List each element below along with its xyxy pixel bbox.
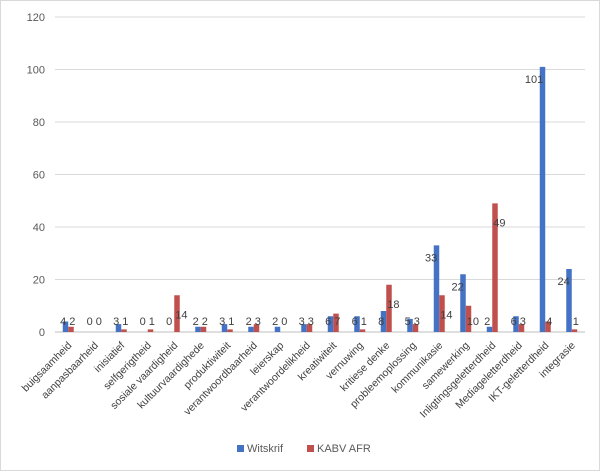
data-label: 2 bbox=[69, 316, 75, 328]
data-label: 3 bbox=[219, 316, 225, 328]
gridlines bbox=[55, 16, 585, 333]
bar-witskrif bbox=[274, 326, 281, 332]
bar-witskrif bbox=[513, 316, 519, 332]
data-label: 6 bbox=[352, 316, 358, 328]
bar-witskrif bbox=[221, 324, 228, 332]
data-label: 2 bbox=[193, 316, 199, 328]
data-label: 14 bbox=[175, 309, 187, 321]
data-label: 1 bbox=[573, 316, 579, 328]
data-label: 0 bbox=[166, 316, 172, 328]
bar-kabv-afr bbox=[359, 329, 366, 332]
bar-kabv-afr bbox=[518, 324, 525, 332]
bar-witskrif bbox=[380, 311, 387, 332]
legend-label: KABV AFR bbox=[317, 443, 371, 455]
x-axis: buigsaamheidaanpasbaarheidinisiatiefself… bbox=[20, 340, 578, 421]
data-label: 8 bbox=[378, 316, 384, 328]
data-label: 2 bbox=[484, 316, 490, 328]
bar-kabv-afr bbox=[465, 305, 472, 332]
legend-swatch bbox=[307, 445, 314, 452]
bar-kabv-afr bbox=[571, 329, 578, 332]
bar-witskrif bbox=[566, 269, 572, 332]
legend-swatch bbox=[237, 445, 244, 452]
data-label: 0 bbox=[96, 316, 102, 328]
data-label: 3 bbox=[414, 316, 420, 328]
data-label: 4 bbox=[546, 316, 552, 328]
data-label: 1 bbox=[361, 316, 367, 328]
bar-witskrif bbox=[115, 324, 122, 332]
bar-witskrif bbox=[301, 324, 307, 332]
bar-kabv-afr bbox=[306, 324, 313, 332]
data-label: 7 bbox=[334, 316, 340, 328]
bar-witskrif bbox=[539, 66, 546, 332]
bar-witskrif bbox=[248, 326, 254, 332]
bar-kabv-afr bbox=[147, 329, 154, 332]
y-tick-label: 0 bbox=[39, 327, 45, 339]
bar-kabv-afr bbox=[174, 295, 180, 332]
bar-kabv-afr bbox=[253, 324, 260, 332]
bar-witskrif bbox=[195, 326, 201, 332]
y-tick-label: 20 bbox=[33, 275, 45, 287]
data-label: 3 bbox=[520, 316, 526, 328]
data-label: 3 bbox=[113, 316, 119, 328]
legend-label: Witskrif bbox=[247, 443, 284, 455]
bar-kabv-afr bbox=[200, 326, 207, 332]
bar-kabv-afr bbox=[386, 284, 392, 332]
y-tick-label: 120 bbox=[27, 12, 45, 24]
bar-witskrif bbox=[327, 316, 334, 332]
data-label: 24 bbox=[558, 276, 570, 288]
data-label: 3 bbox=[308, 316, 314, 328]
bar-witskrif bbox=[486, 326, 493, 332]
data-label: 6 bbox=[325, 316, 331, 328]
data-label: 1 bbox=[228, 316, 234, 328]
bars bbox=[62, 66, 578, 332]
bar-kabv-afr bbox=[412, 324, 419, 332]
y-tick-label: 100 bbox=[27, 65, 45, 77]
data-label: 101 bbox=[525, 74, 543, 86]
bar-witskrif bbox=[407, 318, 413, 332]
bar-witskrif bbox=[460, 274, 466, 332]
y-axis: 0 20 40 60 80 100 120 bbox=[27, 12, 45, 339]
bar-witskrif bbox=[354, 316, 360, 332]
data-label: 0 bbox=[87, 316, 93, 328]
bar-kabv-afr bbox=[333, 313, 339, 332]
data-label: 3 bbox=[299, 316, 305, 328]
data-label: 49 bbox=[493, 217, 505, 229]
bar-kabv-afr bbox=[68, 326, 74, 332]
bar-kabv-afr bbox=[227, 329, 233, 332]
bar-kabv-afr bbox=[545, 321, 551, 332]
data-label: 2 bbox=[202, 316, 208, 328]
data-label: 0 bbox=[281, 316, 287, 328]
bar-kabv-afr bbox=[121, 329, 127, 332]
data-label: 22 bbox=[452, 281, 464, 293]
data-label: 14 bbox=[440, 309, 452, 321]
data-label: 6 bbox=[511, 316, 517, 328]
bar-kabv-afr bbox=[492, 203, 498, 332]
data-label: 18 bbox=[387, 299, 399, 311]
legend: Witskrif KABV AFR bbox=[237, 443, 371, 455]
bar-kabv-afr bbox=[439, 295, 445, 332]
data-label: 33 bbox=[425, 252, 437, 264]
y-tick-label: 60 bbox=[33, 170, 45, 182]
bar-witskrif bbox=[62, 321, 69, 332]
y-tick-label: 40 bbox=[33, 222, 45, 234]
data-label: 4 bbox=[60, 316, 66, 328]
data-label: 1 bbox=[149, 316, 155, 328]
y-tick-label: 80 bbox=[33, 117, 45, 129]
data-label: 3 bbox=[255, 316, 261, 328]
data-label: 5 bbox=[405, 316, 411, 328]
data-label: 2 bbox=[246, 316, 252, 328]
data-label: 1 bbox=[122, 316, 128, 328]
bar-witskrif bbox=[433, 245, 440, 332]
data-label: 0 bbox=[140, 316, 146, 328]
data-label: 10 bbox=[467, 316, 479, 328]
data-label: 2 bbox=[272, 316, 278, 328]
